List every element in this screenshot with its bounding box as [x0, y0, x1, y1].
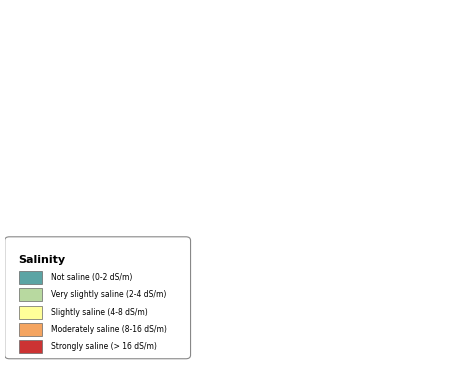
Text: Strongly saline (> 16 dS/m): Strongly saline (> 16 dS/m) [51, 342, 157, 351]
Text: Salinity: Salinity [18, 255, 66, 265]
FancyBboxPatch shape [18, 288, 42, 301]
FancyBboxPatch shape [18, 306, 42, 318]
Text: US Salinity Map
(cartopy not available): US Salinity Map (cartopy not available) [143, 164, 331, 202]
FancyBboxPatch shape [18, 340, 42, 353]
Text: Slightly saline (4-8 dS/m): Slightly saline (4-8 dS/m) [51, 308, 148, 317]
Text: Very slightly saline (2-4 dS/m): Very slightly saline (2-4 dS/m) [51, 290, 166, 299]
Text: Moderately saline (8-16 dS/m): Moderately saline (8-16 dS/m) [51, 325, 167, 334]
FancyBboxPatch shape [18, 271, 42, 284]
FancyBboxPatch shape [18, 323, 42, 336]
Text: Not saline (0-2 dS/m): Not saline (0-2 dS/m) [51, 273, 133, 282]
FancyBboxPatch shape [5, 237, 191, 359]
